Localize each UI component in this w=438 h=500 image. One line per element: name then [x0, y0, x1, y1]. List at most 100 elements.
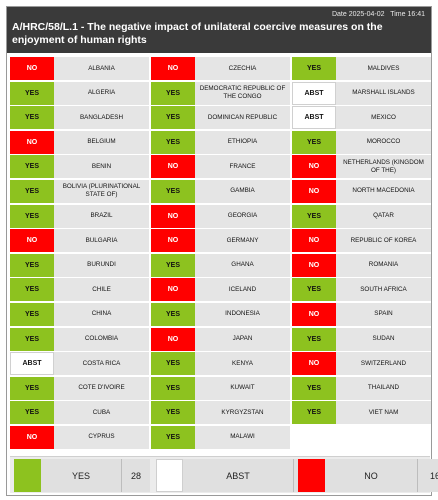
vote-badge: YES — [151, 376, 195, 400]
vote-badge: YES — [10, 106, 54, 130]
vote-row: NO ROMANIA — [292, 253, 431, 277]
country-name: THAILAND — [367, 384, 400, 392]
country-name: ALGERIA — [87, 89, 116, 97]
vote-row: NO REPUBLIC OF KOREA — [292, 229, 431, 253]
vote-row: NO BULGARIA — [10, 229, 149, 253]
vote-row: ABST COSTA RICA — [10, 352, 149, 376]
country-name: CZECHIA — [228, 64, 257, 72]
country-name: BOLIVIA (PLURINATIONAL STATE OF) — [62, 183, 141, 199]
vote-row: YES SOUTH AFRICA — [292, 278, 431, 302]
country-name: MALDIVES — [367, 64, 400, 72]
vote-badge: YES — [10, 278, 54, 302]
summary-label: YES — [41, 459, 121, 492]
country-name: BRAZIL — [90, 212, 113, 220]
vote-badge: NO — [151, 204, 195, 228]
country-name: CHILE — [92, 285, 111, 293]
vote-row: NO GERMANY — [151, 229, 290, 253]
vote-row: YES SUDAN — [292, 327, 431, 351]
vote-row: YES KYRGYZSTAN — [151, 401, 290, 425]
summary-swatch — [156, 459, 183, 492]
country-name: SOUTH AFRICA — [360, 285, 407, 293]
vote-badge: YES — [151, 302, 195, 326]
vote-row: YES KUWAIT — [151, 376, 290, 400]
country-name: KYRGYZSTAN — [221, 408, 264, 416]
country-name: MEXICO — [371, 113, 396, 121]
country-name: FRANCE — [229, 162, 256, 170]
vote-row: YES MALAWI — [151, 425, 290, 449]
vote-row: YES CUBA — [10, 401, 149, 425]
vote-badge: NO — [292, 253, 336, 277]
vote-row: NO SWITZERLAND — [292, 352, 431, 376]
country-name: SUDAN — [372, 335, 395, 343]
summary-swatch — [14, 459, 41, 492]
vote-row: NO GEORGIA — [151, 204, 290, 228]
vote-row: ABST MEXICO — [292, 106, 431, 130]
country-name: NORTH MACEDONIA — [352, 187, 415, 195]
country-name: GAMBIA — [230, 187, 255, 195]
vote-row: YES DEMOCRATIC REPUBLIC OF THE CONGO — [151, 81, 290, 105]
vote-badge: YES — [10, 155, 54, 179]
vote-badge: YES — [10, 327, 54, 351]
vote-row: YES BANGLADESH — [10, 106, 149, 130]
vote-badge: ABST — [292, 81, 336, 105]
country-name: QATAR — [373, 212, 394, 220]
time-value: 16:41 — [407, 11, 425, 18]
vote-badge: NO — [292, 179, 336, 203]
vote-column: NO ALBANIA YES ALGERIA YES BANGLADESH NO BELGIU… — [10, 57, 149, 451]
vote-badge: YES — [10, 253, 54, 277]
vote-row: YES THAILAND — [292, 376, 431, 400]
vote-row: NO SPAIN — [292, 302, 431, 326]
resolution-title: A/HRC/58/L.1 - The negative impact of un… — [12, 21, 383, 46]
summary-yes: YES 28 — [14, 459, 150, 492]
country-name: GERMANY — [226, 236, 259, 244]
vote-badge: YES — [10, 204, 54, 228]
vote-column: YES MALDIVES ABST MARSHALL ISLANDS ABST MEXIC… — [292, 57, 431, 426]
vote-row: YES BOLIVIA (PLURINATIONAL STATE OF) — [10, 179, 149, 203]
vote-badge: YES — [151, 352, 195, 376]
vote-row: ABST MARSHALL ISLANDS — [292, 81, 431, 105]
country-name: SWITZERLAND — [360, 359, 407, 367]
vote-row: YES COTE d'IVOIRE — [10, 376, 149, 400]
vote-badge: NO — [292, 155, 336, 179]
vote-row: YES ETHIOPIA — [151, 130, 290, 154]
country-name: COLOMBIA — [84, 335, 119, 343]
country-name: DEMOCRATIC REPUBLIC OF THE CONGO — [199, 85, 286, 101]
vote-row: YES GHANA — [151, 253, 290, 277]
vote-badge: NO — [292, 229, 336, 253]
country-name: CUBA — [92, 408, 111, 416]
vote-row: NO BELGIUM — [10, 130, 149, 154]
vote-badge: NO — [10, 229, 54, 253]
country-name: NETHERLANDS (KINGDOM OF THE) — [343, 158, 424, 174]
vote-badge: NO — [10, 57, 54, 80]
vote-badge: YES — [292, 57, 336, 80]
vote-badge: ABST — [292, 106, 336, 130]
date-time: Date 2025-04-02 Time 16:41 — [332, 11, 425, 18]
country-name: COSTA RICA — [82, 359, 121, 367]
vote-row: NO ICELAND — [151, 278, 290, 302]
vote-badge: YES — [151, 253, 195, 277]
country-name: VIET NAM — [368, 408, 399, 416]
vote-badge: YES — [10, 81, 54, 105]
country-name: CYPRUS — [88, 433, 115, 441]
country-name: MOROCCO — [366, 138, 401, 146]
vote-badge: NO — [151, 229, 195, 253]
vote-row: YES MOROCCO — [292, 130, 431, 154]
vote-row: YES BRAZIL — [10, 204, 149, 228]
vote-row: NO CYPRUS — [10, 425, 149, 449]
country-name: BELGIUM — [87, 138, 116, 146]
vote-row: NO JAPAN — [151, 327, 290, 351]
time-label: Time — [390, 11, 406, 18]
date-label: Date — [331, 11, 347, 18]
vote-badge: NO — [151, 327, 195, 351]
country-name: REPUBLIC OF KOREA — [350, 236, 417, 244]
country-name: GEORGIA — [227, 212, 258, 220]
summary-abst: ABST3 — [156, 459, 320, 492]
vote-badge: YES — [151, 179, 195, 203]
country-name: DOMINICAN REPUBLIC — [207, 113, 278, 121]
country-name: INDONESIA — [225, 310, 260, 318]
vote-row: NO FRANCE — [151, 155, 290, 179]
vote-badge: YES — [10, 401, 54, 425]
summary-swatch — [298, 459, 325, 492]
country-name: ROMANIA — [368, 261, 399, 269]
vote-results-panel: Date 2025-04-02 Time 16:41 A/HRC/58/L.1 … — [6, 6, 438, 496]
